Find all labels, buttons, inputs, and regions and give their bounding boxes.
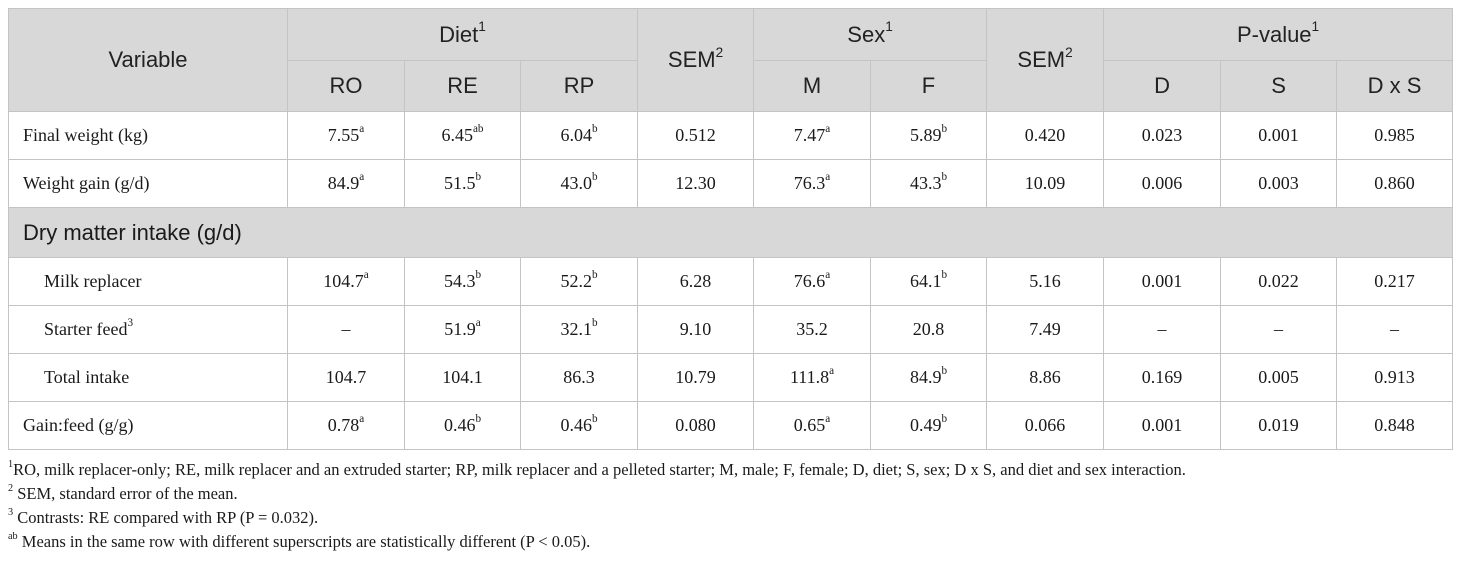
row-label: Gain:feed (g/g) (8, 401, 288, 450)
row-gain-feed: Gain:feed (g/g) 0.78a 0.46b 0.46b 0.080 … (8, 401, 1454, 450)
cell-p-s: 0.005 (1220, 353, 1338, 402)
cell-p-s: 0.001 (1220, 111, 1338, 160)
cell-p-d: – (1103, 305, 1222, 354)
row-weight-gain: Weight gain (g/d) 84.9a 51.5b 43.0b 12.3… (8, 159, 1454, 208)
sem-header-diet: SEM2 (637, 8, 755, 112)
cell-p-dxs: 0.217 (1336, 257, 1454, 306)
cell-p-dxs: 0.913 (1336, 353, 1454, 402)
sem-header-sex: SEM2 (986, 8, 1105, 112)
cell-rp: 6.04b (519, 111, 639, 160)
cell-re: 6.45ab (404, 111, 521, 160)
header-row-2: RO RE RP M F D S D x S (9, 60, 1454, 112)
section-label: Dry matter intake (g/d) (7, 207, 1454, 258)
cell-f: 20.8 (870, 305, 988, 354)
cell-re: 51.5b (404, 159, 521, 208)
footnote-1: 1RO, milk replacer-only; RE, milk replac… (8, 458, 1186, 479)
footnote-2: 2 SEM, standard error of the mean. (8, 482, 238, 503)
cell-m: 7.47a (753, 111, 872, 160)
cell-sem-sex: 0.420 (986, 111, 1105, 160)
footnote-3: 3 Contrasts: RE compared with RP (P = 0.… (8, 506, 319, 527)
cell-p-d: 0.001 (1103, 257, 1222, 306)
cell-p-dxs: – (1336, 305, 1454, 354)
cell-rp: 43.0b (519, 159, 639, 208)
cell-sem-sex: 10.09 (986, 159, 1105, 208)
cell-f: 0.49b (870, 401, 988, 450)
pvalue-header: P-value1 (1103, 8, 1454, 61)
footnote-ab: ab Means in the same row with different … (8, 530, 591, 551)
cell-sem-sex: 0.066 (986, 401, 1105, 450)
cell-rp: 86.3 (519, 353, 639, 402)
cell-sem-diet: 0.080 (637, 401, 755, 450)
cell-p-d: 0.023 (1103, 111, 1222, 160)
cell-p-dxs: 0.985 (1336, 111, 1454, 160)
cell-sem-diet: 10.79 (637, 353, 755, 402)
cell-m: 0.65a (753, 401, 872, 450)
cell-p-s: 0.022 (1220, 257, 1338, 306)
section-row-dry-matter-intake: Dry matter intake (g/d) (7, 207, 1454, 258)
cell-ro: 104.7 (287, 353, 405, 402)
cell-ro: 84.9a (287, 159, 405, 208)
cell-sem-sex: 5.16 (986, 257, 1105, 306)
cell-ro: 104.7a (287, 257, 405, 306)
cell-sem-diet: 0.512 (637, 111, 755, 160)
cell-m: 76.6a (753, 257, 872, 306)
cell-sem-diet: 12.30 (637, 159, 755, 208)
cell-p-dxs: 0.860 (1336, 159, 1454, 208)
col-re: RE (404, 60, 521, 112)
col-s: S (1220, 60, 1338, 112)
cell-rp: 52.2b (519, 257, 639, 306)
results-table: Variable Diet1 SEM2 Sex1 SEM2 P-value1 R… (7, 8, 1454, 450)
footnotes: 1RO, milk replacer-only; RE, milk replac… (8, 458, 1453, 554)
col-f: F (870, 60, 988, 112)
col-dxs: D x S (1336, 60, 1454, 112)
cell-m: 76.3a (753, 159, 872, 208)
cell-p-s: – (1220, 305, 1338, 354)
row-label: Final weight (kg) (8, 111, 288, 160)
cell-sem-diet: 9.10 (637, 305, 755, 354)
cell-ro: 7.55a (287, 111, 405, 160)
cell-f: 5.89b (870, 111, 988, 160)
table-container: Variable Diet1 SEM2 Sex1 SEM2 P-value1 R… (7, 8, 1454, 554)
cell-m: 111.8a (753, 353, 872, 402)
row-starter-feed: Starter feed3 – 51.9a 32.1b 9.10 35.2 20… (8, 305, 1454, 354)
cell-p-s: 0.003 (1220, 159, 1338, 208)
row-total-intake: Total intake 104.7 104.1 86.3 10.79 111.… (8, 353, 1454, 402)
cell-p-dxs: 0.848 (1336, 401, 1454, 450)
col-ro: RO (287, 60, 405, 112)
cell-sem-sex: 7.49 (986, 305, 1105, 354)
row-final-weight: Final weight (kg) 7.55a 6.45ab 6.04b 0.5… (8, 111, 1454, 160)
cell-re: 0.46b (404, 401, 521, 450)
cell-p-d: 0.001 (1103, 401, 1222, 450)
cell-p-s: 0.019 (1220, 401, 1338, 450)
cell-re: 104.1 (404, 353, 521, 402)
variable-header: Variable (8, 8, 288, 112)
cell-m: 35.2 (753, 305, 872, 354)
row-label: Weight gain (g/d) (8, 159, 288, 208)
cell-f: 64.1b (870, 257, 988, 306)
cell-sem-sex: 8.86 (986, 353, 1105, 402)
cell-f: 84.9b (870, 353, 988, 402)
cell-rp: 0.46b (519, 401, 639, 450)
col-m: M (753, 60, 872, 112)
col-d: D (1103, 60, 1222, 112)
row-label: Starter feed3 (8, 305, 288, 354)
cell-rp: 32.1b (519, 305, 639, 354)
row-milk-replacer: Milk replacer 104.7a 54.3b 52.2b 6.28 76… (8, 257, 1454, 306)
diet-header: Diet1 (286, 8, 639, 61)
sex-header: Sex1 (753, 8, 988, 61)
cell-sem-diet: 6.28 (637, 257, 755, 306)
cell-p-d: 0.006 (1103, 159, 1222, 208)
cell-p-d: 0.169 (1103, 353, 1222, 402)
cell-re: 54.3b (404, 257, 521, 306)
col-rp: RP (519, 60, 639, 112)
cell-f: 43.3b (870, 159, 988, 208)
row-label: Milk replacer (8, 257, 288, 306)
cell-ro: – (287, 305, 405, 354)
row-label: Total intake (8, 353, 288, 402)
header-row-1: Variable Diet1 SEM2 Sex1 SEM2 P-value1 (8, 8, 1454, 112)
cell-re: 51.9a (404, 305, 521, 354)
cell-ro: 0.78a (287, 401, 405, 450)
